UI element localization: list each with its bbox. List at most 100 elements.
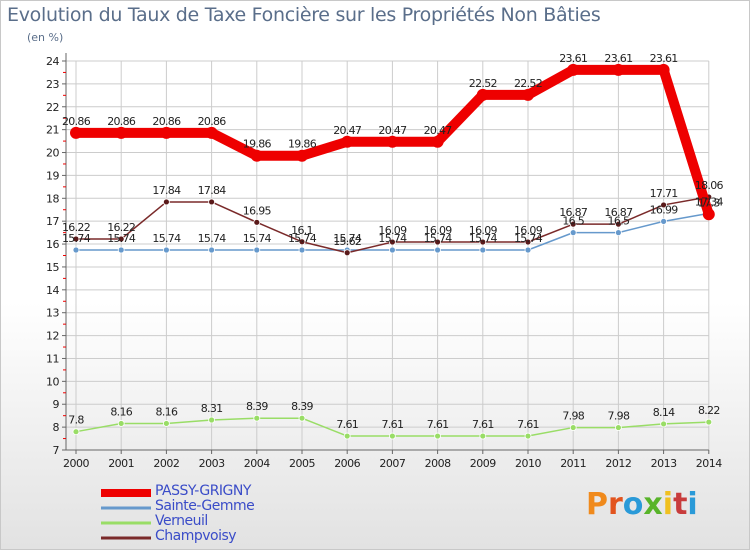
x-tick-label: 2011 xyxy=(560,457,586,470)
data-label-champvoisy: 17.71 xyxy=(650,187,678,200)
data-point-verneuil xyxy=(343,432,351,440)
data-point-sainte-gemme xyxy=(117,246,125,254)
legend-item-champvoisy: Champvoisy xyxy=(101,528,341,545)
data-label-passy-grigny: 19.86 xyxy=(288,138,317,151)
y-tick-label: 10 xyxy=(46,375,59,388)
y-tick-label: 24 xyxy=(46,55,59,68)
data-label-passy-grigny: 20.86 xyxy=(107,115,136,128)
data-label-verneuil: 8.22 xyxy=(698,404,720,417)
legend-swatch xyxy=(101,506,151,509)
data-point-passy-grigny xyxy=(296,149,308,162)
proxiti-logo: Proxiti xyxy=(586,487,698,522)
data-point-verneuil xyxy=(479,432,487,440)
data-label-sainte-gemme: 16.5 xyxy=(608,215,630,228)
data-point-champvoisy xyxy=(162,198,170,206)
data-point-verneuil xyxy=(72,428,80,436)
brand-letter: P xyxy=(586,487,608,522)
data-label-verneuil: 7.8 xyxy=(68,414,84,427)
brand-letter: i xyxy=(662,487,674,522)
series-verneuil xyxy=(72,414,713,440)
data-point-passy-grigny xyxy=(341,135,354,148)
data-point-champvoisy xyxy=(479,238,487,246)
data-point-passy-grigny xyxy=(160,126,173,139)
data-label-sainte-gemme: 15.74 xyxy=(288,232,317,245)
legend-label: Champvoisy xyxy=(155,528,237,544)
data-label-verneuil: 8.39 xyxy=(246,400,268,413)
data-label-champvoisy: 15.62 xyxy=(333,235,361,248)
axes: 7 8 9 10 11 12 13 14 15 16 17 18 19 20 21 22 23 24 2000 200… xyxy=(46,53,723,470)
x-tick-label: 2000 xyxy=(63,457,89,470)
data-label-champvoisy: 16.22 xyxy=(62,221,90,234)
y-tick-label: 21 xyxy=(46,124,59,137)
data-label-passy-grigny: 23.61 xyxy=(650,52,678,65)
data-point-passy-grigny xyxy=(702,208,715,221)
data-point-sainte-gemme xyxy=(660,218,667,225)
y-tick-label: 19 xyxy=(46,169,59,182)
x-tick-label: 2007 xyxy=(379,457,405,470)
data-label-sainte-gemme: 15.74 xyxy=(107,232,136,245)
data-point-passy-grigny xyxy=(115,126,128,139)
data-label-sainte-gemme: 15.74 xyxy=(378,232,407,245)
y-tick-label: 18 xyxy=(46,192,59,205)
data-label-verneuil: 8.39 xyxy=(291,400,313,413)
data-label-verneuil: 8.16 xyxy=(110,405,132,418)
data-label-champvoisy: 16.1 xyxy=(291,224,313,237)
series-passy-grigny xyxy=(70,63,715,221)
data-point-passy-grigny xyxy=(386,135,399,148)
y-tick-label: 15 xyxy=(46,261,59,274)
y-tick-label: 20 xyxy=(46,147,59,160)
data-label-sainte-gemme: 15.74 xyxy=(424,232,453,245)
data-label-passy-grigny: 19.86 xyxy=(243,138,272,151)
data-point-sainte-gemme xyxy=(298,246,306,254)
x-tick-label: 2003 xyxy=(199,457,225,470)
data-label-champvoisy: 18.06 xyxy=(695,179,724,192)
data-point-champvoisy xyxy=(434,238,442,246)
data-label-verneuil: 7.61 xyxy=(472,418,494,431)
data-point-passy-grigny xyxy=(250,149,263,162)
data-label-verneuil: 8.16 xyxy=(156,405,178,418)
data-point-verneuil xyxy=(524,432,532,440)
data-label-verneuil: 7.61 xyxy=(427,418,449,431)
data-point-sainte-gemme xyxy=(72,246,80,254)
data-point-verneuil xyxy=(208,416,216,424)
data-point-verneuil xyxy=(253,414,261,422)
data-label-sainte-gemme: 15.74 xyxy=(198,232,227,245)
x-tick-label: 2014 xyxy=(696,457,722,470)
data-label-champvoisy: 16.87 xyxy=(559,206,588,219)
data-label-passy-grigny: 20.47 xyxy=(424,124,453,137)
y-tick-label: 23 xyxy=(46,78,59,91)
data-label-champvoisy: 16.87 xyxy=(604,206,633,219)
data-point-champvoisy xyxy=(524,238,532,246)
data-label-champvoisy: 16.22 xyxy=(107,221,135,234)
legend-item-verneuil: Verneuil xyxy=(101,514,341,530)
data-label-passy-grigny: 20.86 xyxy=(62,115,91,128)
data-point-sainte-gemme xyxy=(615,229,622,237)
data-label-champvoisy: 16.09 xyxy=(469,224,498,237)
x-tick-label: 2012 xyxy=(605,457,631,470)
data-point-champvoisy xyxy=(615,220,622,228)
data-label-passy-grigny: 20.47 xyxy=(333,124,362,137)
x-tick-label: 2013 xyxy=(651,457,677,470)
chart-title: Evolution du Taux de Taxe Foncière sur l… xyxy=(7,4,601,26)
data-label-sainte-gemme: 15.74 xyxy=(152,232,181,245)
data-point-sainte-gemme xyxy=(569,229,577,237)
brand-letter: o xyxy=(622,487,644,522)
data-label-passy-grigny: 23.61 xyxy=(559,52,587,65)
data-label-champvoisy: 16.09 xyxy=(378,224,407,237)
data-point-passy-grigny xyxy=(522,88,534,101)
data-label-verneuil: 8.14 xyxy=(653,406,675,419)
data-point-passy-grigny xyxy=(431,135,444,148)
x-tick-label: 2004 xyxy=(244,457,270,470)
data-label-champvoisy: 16.09 xyxy=(424,224,453,237)
data-label-sainte-gemme: 16.5 xyxy=(562,215,584,228)
data-label-verneuil: 7.98 xyxy=(562,410,584,423)
data-point-passy-grigny xyxy=(476,88,489,101)
legend: PASSY-GRIGNY Sainte-Gemme Verneuil Champ… xyxy=(101,484,341,545)
data-point-passy-grigny xyxy=(567,63,580,76)
legend-label: Sainte-Gemme xyxy=(155,498,255,514)
data-label-sainte-gemme: 16.99 xyxy=(650,203,679,216)
y-tick-label: 8 xyxy=(53,421,60,434)
data-point-verneuil xyxy=(705,418,713,426)
data-label-passy-grigny: 23.61 xyxy=(604,52,632,65)
